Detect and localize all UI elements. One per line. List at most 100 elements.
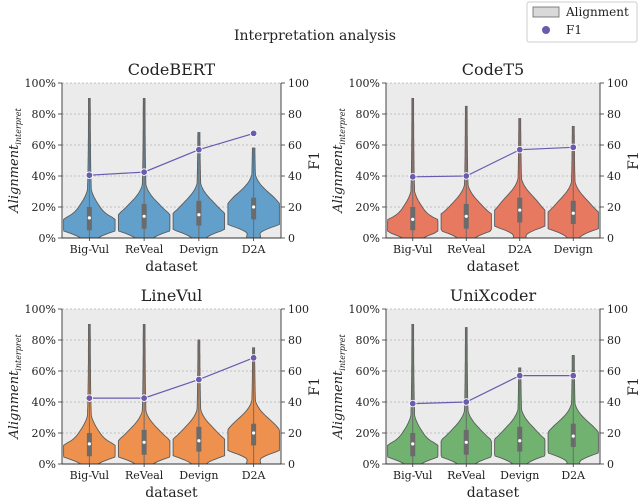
y2-tick-label: 100 <box>288 303 309 316</box>
y-tick-label: 60% <box>356 139 380 152</box>
y2-tick-label: 40 <box>607 396 621 409</box>
f1-point-d2a <box>569 371 577 380</box>
y-tick-label: 60% <box>32 139 56 152</box>
y-tick-label: 20% <box>356 201 380 214</box>
f1-point-big-vul <box>409 173 417 181</box>
f1-line <box>412 146 574 178</box>
x-axis-label: dataset <box>467 259 520 275</box>
violin-median <box>518 208 522 212</box>
violin-median <box>518 439 522 443</box>
y-tick-label: 80% <box>356 108 380 121</box>
f1-point-devign <box>195 375 203 384</box>
subplot-title: LineVul <box>141 286 202 305</box>
y-tick-label: 80% <box>32 334 56 347</box>
x-tick-label: Devign <box>554 243 593 256</box>
y-tick-label: 60% <box>32 365 56 378</box>
y-tick-label: 20% <box>32 427 56 440</box>
y-tick-label: 0% <box>363 458 380 471</box>
x-tick-label: Devign <box>179 243 218 256</box>
y-tick-label: 40% <box>356 170 380 183</box>
violin-median <box>87 442 91 446</box>
f1-point-d2a <box>249 129 258 138</box>
f1-point-d2a <box>249 354 258 362</box>
y2-tick-label: 100 <box>288 77 309 90</box>
violin-median <box>411 442 415 446</box>
violin-median <box>197 439 201 443</box>
f1-point-reveal <box>140 394 148 402</box>
y2-tick-label: 80 <box>288 108 302 121</box>
subplot-grid: 0% 20% 40% 60% 80% 100% 0 20 40 60 80 100 Big-Vul ReV… <box>7 60 640 499</box>
x-tick-label: Big-Vul <box>70 469 110 482</box>
y2-tick-label: 80 <box>607 108 621 121</box>
f1-point-reveal <box>462 398 470 406</box>
y2-axis-label: F1 <box>626 151 640 170</box>
x-axis-label: dataset <box>145 485 198 499</box>
y2-tick-label: 60 <box>288 139 302 152</box>
y2-tick-label: 40 <box>288 170 302 183</box>
y2-axis-label: F1 <box>626 377 640 396</box>
legend: Alignment F1 <box>526 1 638 43</box>
violin-median <box>197 213 201 217</box>
subplot-codet5: 0% 20% 40% 60% 80% 100% 0 20 40 60 80 100 Big-Vul ReV… <box>331 60 640 275</box>
y-tick-label: 40% <box>32 170 56 183</box>
x-tick-label: ReVeal <box>125 469 164 482</box>
violin-median <box>252 205 256 209</box>
violin-median <box>411 217 415 221</box>
y-axis-label: Alignmentinterpret <box>331 334 347 440</box>
y-axis-label-subscript: interpret <box>338 334 347 371</box>
y2-tick-label: 100 <box>607 303 628 316</box>
f1-point-big-vul <box>85 171 94 179</box>
y-tick-label: 0% <box>363 232 380 245</box>
y2-tick-label: 40 <box>288 396 302 409</box>
y-tick-label: 40% <box>356 396 380 409</box>
y2-tick-label: 40 <box>607 170 621 183</box>
y-tick-label: 100% <box>349 77 380 90</box>
f1-point-devign <box>569 143 577 152</box>
legend-swatch-alignment <box>532 6 560 18</box>
y-tick-label: 80% <box>356 334 380 347</box>
violin-median <box>142 440 146 444</box>
y-axis-label-subscript: interpret <box>14 334 23 371</box>
violin-median <box>464 440 468 444</box>
y-axis-label: Alignmentinterpret <box>7 108 23 214</box>
x-tick-label: ReVeal <box>447 243 486 256</box>
f1-point-d2a <box>516 145 524 154</box>
x-tick-label: D2A <box>508 243 533 256</box>
f1-line <box>89 357 254 399</box>
f1-line <box>412 375 574 405</box>
y-tick-label: 60% <box>356 365 380 378</box>
violin-median <box>252 431 256 435</box>
y-axis-label: Alignmentinterpret <box>331 108 347 214</box>
subplot-linevul: 0% 20% 40% 60% 80% 100% 0 20 40 60 80 100 Big-Vul ReV… <box>7 286 323 499</box>
y2-tick-label: 0 <box>607 232 614 245</box>
f1-point-big-vul <box>409 399 417 408</box>
y2-tick-label: 0 <box>607 458 614 471</box>
y2-tick-label: 60 <box>607 139 621 152</box>
y-tick-label: 100% <box>349 303 380 316</box>
y2-tick-label: 20 <box>288 201 302 214</box>
y-tick-label: 40% <box>32 396 56 409</box>
legend-swatch-f1 <box>542 26 550 34</box>
violin-median <box>571 434 575 438</box>
y-axis-label-main: Alignment <box>7 144 22 214</box>
x-tick-label: ReVeal <box>447 469 486 482</box>
x-tick-label: D2A <box>242 243 267 256</box>
violin-median <box>571 211 575 215</box>
y2-tick-label: 60 <box>288 365 302 378</box>
y-tick-label: 0% <box>39 232 56 245</box>
legend-label-f1: F1 <box>566 23 582 37</box>
violin-median <box>87 216 91 220</box>
y-tick-label: 100% <box>25 77 56 90</box>
y-tick-label: 100% <box>25 303 56 316</box>
y-tick-label: 20% <box>32 201 56 214</box>
y2-axis-label: F1 <box>307 377 323 396</box>
subplot-codebert: 0% 20% 40% 60% 80% 100% 0 20 40 60 80 100 Big-Vul ReV… <box>7 60 323 275</box>
y2-tick-label: 0 <box>288 232 295 245</box>
legend-label-alignment: Alignment <box>565 5 629 19</box>
subplot-unixcoder: 0% 20% 40% 60% 80% 100% 0 20 40 60 80 100 Big-Vul ReV… <box>331 286 640 499</box>
y2-tick-label: 20 <box>607 201 621 214</box>
f1-point-big-vul <box>85 394 94 402</box>
x-tick-label: Big-Vul <box>393 243 433 256</box>
y-tick-label: 20% <box>356 427 380 440</box>
